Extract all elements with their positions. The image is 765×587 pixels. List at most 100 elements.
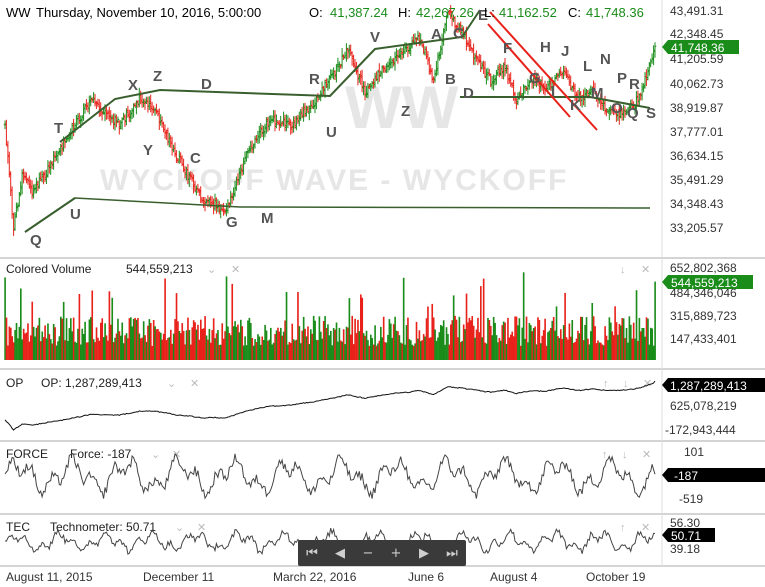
price-current-value: 41,748.36 — [671, 41, 725, 55]
volume-bar — [545, 345, 548, 360]
volume-bar — [241, 326, 244, 360]
op-pane-close-button[interactable]: ✕ — [643, 378, 652, 390]
nav-zoom-out-button[interactable]: − — [362, 545, 374, 561]
volume-bar — [500, 340, 502, 360]
volume-bar — [210, 342, 212, 360]
volume-bar — [278, 331, 281, 360]
volume-bar — [597, 340, 599, 360]
volume-bar — [534, 326, 536, 360]
volume-bar — [297, 292, 299, 360]
volume-bar — [10, 327, 12, 360]
tec-collapse-button[interactable]: ⌄ — [175, 522, 184, 534]
volume-current-value: 544,559,213 — [671, 276, 738, 290]
tec-close-button[interactable]: ✕ — [197, 522, 206, 534]
nav-zoom-in-button[interactable]: + — [390, 545, 402, 561]
volume-bar — [118, 331, 121, 360]
volume-bar — [207, 339, 209, 360]
force-collapse-button[interactable]: ⌄ — [151, 449, 160, 461]
volume-bar — [94, 342, 96, 360]
volume-bar — [260, 344, 262, 360]
volume-bar — [95, 327, 98, 360]
volume-bar — [400, 342, 402, 360]
volume-bar — [204, 316, 206, 360]
volume-bar — [224, 331, 226, 360]
volume-bar — [231, 283, 234, 360]
wave-label: U — [70, 206, 81, 223]
volume-bar — [637, 340, 639, 360]
volume-bar — [368, 345, 371, 360]
volume-bar — [594, 326, 596, 360]
op-move-up-button[interactable]: ↑ — [603, 378, 609, 390]
volume-bar — [290, 343, 292, 360]
volume-bar — [548, 330, 551, 360]
op-collapse-button[interactable]: ⌄ — [167, 378, 176, 390]
volume-bar — [24, 333, 26, 360]
volume-bar — [247, 320, 249, 360]
op-move-down-button[interactable]: ↓ — [623, 378, 629, 390]
force-move-up-button[interactable]: ↑ — [602, 449, 608, 461]
volume-bar — [42, 337, 45, 360]
volume-bar — [162, 333, 165, 360]
tec-move-up-button[interactable]: ↑ — [620, 522, 626, 534]
volume-bar — [525, 316, 528, 360]
nav-next-button[interactable]: ▶ — [419, 545, 429, 561]
volume-bar — [324, 316, 326, 360]
chart-navigator: ⏮ ◀ − + ▶ ⏭ — [298, 540, 466, 566]
wave-label: S — [646, 105, 656, 122]
volume-bar — [611, 331, 614, 360]
volume-collapse-button[interactable]: ⌄ — [207, 264, 216, 276]
volume-bar — [8, 326, 11, 360]
volume-bar — [41, 331, 44, 360]
volume-bar — [221, 323, 224, 360]
volume-bar — [134, 317, 136, 360]
wave-label: G — [226, 214, 238, 231]
volume-bar — [294, 340, 296, 360]
volume-bar — [518, 318, 521, 360]
volume-bar — [430, 337, 432, 360]
volume-bar — [248, 317, 251, 360]
volume-bar — [421, 340, 424, 360]
volume-bar — [532, 328, 535, 360]
volume-bar — [542, 330, 545, 360]
volume-bar — [584, 325, 586, 360]
volume-move-down-button[interactable]: ↓ — [620, 264, 626, 276]
volume-bar — [590, 331, 592, 360]
volume-close-button[interactable]: ✕ — [231, 264, 240, 276]
volume-bar — [222, 338, 225, 360]
volume-bar — [152, 320, 155, 360]
price-tick: 33,205.57 — [670, 221, 724, 235]
force-move-down-button[interactable]: ↓ — [622, 449, 628, 461]
volume-bar — [107, 340, 109, 360]
volume-bar — [471, 316, 474, 360]
volume-bar — [112, 342, 115, 360]
volume-bar — [374, 325, 376, 360]
wave-label: I — [551, 83, 555, 100]
volume-bar — [281, 335, 284, 360]
volume-bar — [332, 328, 335, 360]
wave-label: C — [453, 25, 464, 42]
volume-bar — [62, 301, 65, 360]
x-tick: March 22, 2016 — [273, 570, 357, 584]
volume-bar — [537, 317, 539, 360]
volume-bar — [472, 325, 475, 360]
volume-bar — [647, 318, 649, 360]
volume-bar — [80, 344, 82, 360]
volume-bar — [465, 293, 468, 360]
force-pane-close-button[interactable]: ✕ — [642, 449, 651, 461]
volume-bar — [291, 323, 294, 360]
tec-pane-close-button[interactable]: ✕ — [641, 522, 650, 534]
op-close-button[interactable]: ✕ — [190, 378, 199, 390]
nav-first-button[interactable]: ⏮ — [306, 545, 318, 561]
volume-bar — [178, 331, 181, 360]
volume-bar — [424, 336, 426, 360]
nav-last-button[interactable]: ⏭ — [446, 545, 458, 561]
volume-bar — [485, 343, 488, 360]
volume-axis: 652,802,368 484,346,046 315,889,723 147,… — [670, 261, 737, 346]
volume-bar — [44, 325, 46, 360]
volume-pane-close-button[interactable]: ✕ — [641, 264, 650, 276]
volume-bar — [377, 343, 379, 360]
nav-prev-button[interactable]: ◀ — [335, 545, 345, 561]
volume-bar — [544, 318, 546, 360]
